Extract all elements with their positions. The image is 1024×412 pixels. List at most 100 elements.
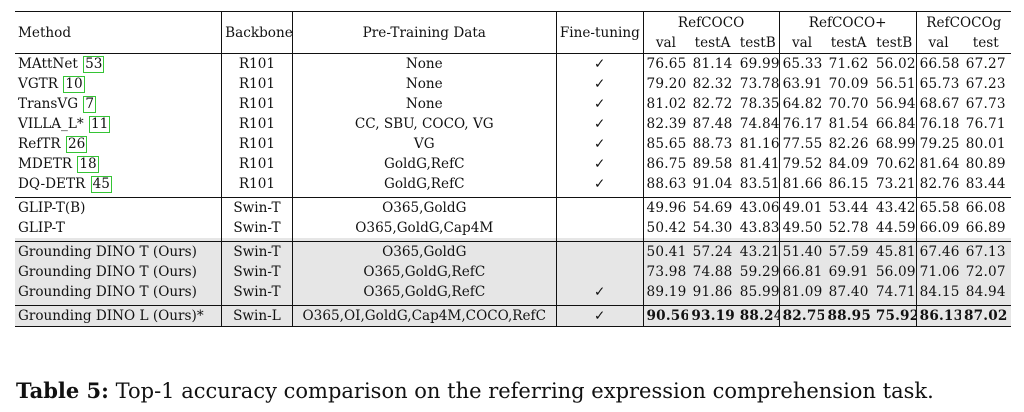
score-cell: 65.33 — [778, 53, 825, 74]
score-cell: 81.41 — [739, 156, 780, 172]
header-group-refcoco: RefCOCO — [642, 11, 780, 33]
method-cell: Grounding DINO L (Ours)* — [15, 305, 222, 327]
table-row: Grounding DINO T (Ours) Swin-T O365,GoldG,… — [15, 262, 1011, 282]
fine-tuning-cell: ✓ — [555, 114, 644, 134]
citation-link[interactable]: 45 — [90, 176, 112, 193]
method-name: Grounding DINO T (Ours) — [18, 244, 197, 260]
score-cell: 93.19 — [688, 305, 737, 327]
pretraining-data-cell: O365,GoldG — [291, 241, 557, 262]
score-cell: 64.82 — [778, 94, 825, 114]
section-gap — [15, 238, 1011, 242]
score-cell: 81.09 — [778, 282, 825, 302]
method-name: GLIP-T — [18, 220, 65, 236]
score-cell: 81.16 — [739, 136, 780, 152]
score-cell: 56.09 — [872, 262, 917, 282]
method-name: Grounding DINO T (Ours) — [18, 284, 197, 300]
subheader-refcoco-plus-testa: testA — [824, 33, 873, 54]
pretraining-data-cell: None — [291, 94, 557, 114]
table-row: GLIP-T Swin-T O365,GoldG,Cap4M 50.42 54.30 43… — [15, 218, 1011, 238]
backbone-cell: Swin-T — [221, 262, 293, 282]
score-cell: 49.01 — [778, 197, 825, 218]
citation-link[interactable]: 18 — [77, 156, 99, 173]
backbone-cell: Swin-L — [221, 305, 293, 327]
score-cell: 52.78 — [828, 220, 869, 236]
score-cell: 67.13 — [960, 241, 1011, 262]
fine-tuning-cell: ✓ — [555, 305, 644, 327]
gap-cell — [960, 238, 1011, 242]
citation-link[interactable]: 10 — [63, 76, 85, 93]
table-row: Grounding DINO T (Ours) Swin-T O365,GoldG,… — [15, 282, 1011, 302]
table-row: GLIP-T(B) Swin-T O365,GoldG 49.96 54.69 43.06… — [15, 197, 1011, 218]
backbone-cell: R101 — [221, 134, 293, 154]
gap-cell — [915, 302, 961, 306]
score-cell: 80.89 — [965, 156, 1006, 172]
subheader-refcoco-testa: testA — [688, 33, 737, 54]
fine-tuning-cell: ✓ — [555, 94, 644, 114]
method-cell: Grounding DINO T (Ours) — [15, 241, 222, 262]
score-cell: 76.65 — [642, 53, 689, 74]
section-gap — [15, 302, 1011, 306]
fine-tuning-cell: ✓ — [555, 74, 644, 94]
score-cell: 72.07 — [960, 262, 1011, 282]
gap-cell — [642, 302, 689, 306]
score-cell: 87.02 — [960, 305, 1011, 327]
method-name: GLIP-T(B) — [18, 200, 86, 216]
gap-cell — [555, 302, 644, 306]
gap-cell — [642, 238, 689, 242]
method-name: Grounding DINO T (Ours) — [18, 264, 197, 280]
subheader-refcoco-val: val — [642, 33, 689, 54]
header-group-refcocog: RefCOCOg — [915, 11, 1011, 33]
citation-link[interactable]: 53 — [83, 56, 105, 73]
gap-cell — [915, 238, 961, 242]
pretraining-data-cell: CC, SBU, COCO, VG — [291, 114, 557, 134]
gap-cell — [291, 238, 557, 242]
score-cell: 82.39 — [642, 114, 689, 134]
citation-link[interactable]: 26 — [65, 136, 88, 153]
table-row: VILLA_L* 11 R101 CC, SBU, COCO, VG ✓ 82.39 87… — [15, 114, 1011, 134]
pretraining-data-cell: None — [291, 74, 557, 94]
score-cell: 91.86 — [688, 282, 737, 302]
method-cell: VGTR 10 — [15, 74, 222, 94]
header-fine-tuning: Fine-tuning — [555, 11, 644, 54]
gap-cell — [736, 238, 780, 242]
score-cell: 81.64 — [915, 154, 961, 174]
table-row: Grounding DINO T (Ours) Swin-T O365,GoldG 5… — [15, 241, 1011, 262]
table-row: VGTR 10 R101 None ✓ 79.20 82.32 73.78 63.91 70.0… — [15, 74, 1011, 94]
score-cell: 56.94 — [875, 96, 916, 112]
results-body: MAttNet 53 R101 None ✓ 76.65 81.14 69.99 65.33 7… — [15, 53, 1011, 327]
gap-cell — [688, 302, 737, 306]
table-row: Grounding DINO L (Ours)* Swin-L O365,OI,Go… — [15, 305, 1011, 327]
score-cell: 45.81 — [872, 241, 917, 262]
score-cell: 67.27 — [965, 56, 1006, 72]
score-cell: 59.29 — [736, 262, 780, 282]
score-cell: 66.58 — [915, 53, 961, 74]
score-cell: 66.84 — [875, 116, 916, 132]
gap-cell — [778, 194, 825, 198]
caption-text: Top-1 accuracy comparison on the referri… — [115, 379, 934, 403]
table-row: RefTR 26 R101 VG ✓ 85.65 88.73 81.16 77.55 82.26… — [15, 134, 1011, 154]
pretraining-data-cell: O365,OI,GoldG,Cap4M,COCO,RefC — [291, 305, 557, 327]
score-cell: 88.95 — [824, 305, 873, 327]
gap-cell — [778, 302, 825, 306]
score-cell: 76.71 — [965, 116, 1006, 132]
gap-cell — [778, 238, 825, 242]
gap-cell — [221, 194, 293, 198]
score-cell: 69.99 — [739, 56, 780, 72]
pretraining-data-cell: GoldG,RefC — [291, 154, 557, 174]
method-cell: DQ-DETR 45 — [15, 174, 222, 194]
score-cell: 82.32 — [692, 76, 733, 92]
score-cell: 82.72 — [692, 96, 733, 112]
score-cell: 66.81 — [778, 262, 825, 282]
citation-link[interactable]: 11 — [89, 116, 111, 133]
fine-tuning-cell — [555, 262, 644, 282]
score-cell: 67.73 — [965, 96, 1006, 112]
citation-link[interactable]: 7 — [83, 96, 97, 113]
fine-tuning-cell: ✓ — [555, 282, 644, 302]
fine-tuning-cell: ✓ — [555, 154, 644, 174]
method-cell: MAttNet 53 — [15, 54, 222, 75]
pretraining-data-cell: VG — [291, 134, 557, 154]
score-cell: 50.42 — [642, 218, 689, 238]
score-cell: 73.78 — [739, 76, 780, 92]
pretraining-data-cell: None — [291, 53, 557, 74]
